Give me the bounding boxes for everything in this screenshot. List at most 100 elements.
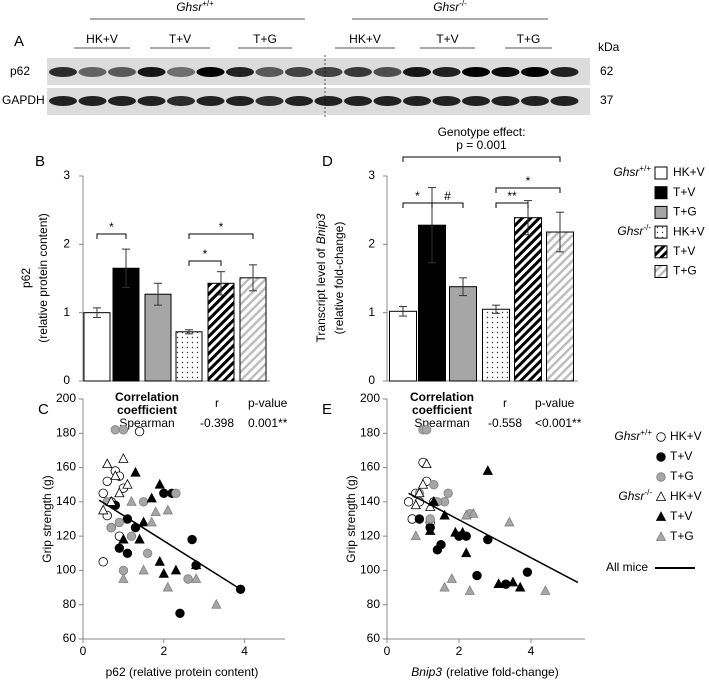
blot-band (137, 96, 166, 106)
point (150, 506, 161, 517)
annotation-text: p = 0.001 (456, 138, 507, 152)
legend-marker (655, 511, 667, 521)
legend-label: HK+V (670, 429, 702, 443)
point (146, 516, 157, 527)
legend-genotype: Ghsr+/+ (614, 428, 652, 444)
point (436, 540, 446, 550)
blot-band (491, 96, 520, 106)
group-label: HK+V (349, 32, 381, 46)
y-axis-label-part: Grip strength (g) (40, 475, 54, 562)
blot-band (167, 67, 195, 77)
legend-swatch (654, 186, 668, 200)
table-cell: -0.398 (200, 416, 234, 430)
blot-band (344, 67, 372, 77)
kda-label: 37 (600, 93, 614, 107)
y-tick-label: 180 (56, 425, 76, 439)
table-header: coefficient (117, 403, 177, 417)
blot-band (521, 67, 549, 77)
x-tick-label: 4 (528, 644, 535, 658)
trend-line (98, 499, 241, 590)
blot-band (137, 67, 166, 77)
point (410, 499, 421, 510)
point (158, 568, 169, 578)
bar (514, 217, 542, 382)
point (175, 608, 185, 618)
bar (175, 331, 203, 382)
table-header: Correlation (115, 390, 179, 404)
blot-band (255, 67, 284, 77)
point (493, 578, 504, 589)
legend-genotype: Ghsr-/- (618, 488, 652, 504)
blot-band (255, 96, 284, 106)
panel-label: D (322, 153, 333, 170)
legend-label: HK+V (673, 224, 705, 238)
y-tick-label: 140 (56, 494, 76, 508)
point (146, 492, 157, 503)
y-axis-label-part: p62 (19, 268, 33, 288)
x-axis-label-part: Bnip3 (411, 665, 442, 679)
point (507, 576, 519, 587)
point (450, 526, 461, 537)
point (410, 530, 421, 541)
genotype-sup: +/+ (640, 428, 652, 437)
point (190, 559, 202, 570)
point (171, 488, 181, 498)
legend-label: T+G (670, 529, 694, 543)
y-tick-label: 60 (367, 631, 381, 645)
point (446, 573, 457, 583)
y-axis-label: Grip strength (g) (40, 475, 54, 562)
blot-band (432, 67, 461, 77)
y-axis-label-part: (relative fold-change) (332, 222, 346, 335)
y-tick-label: 3 (63, 168, 70, 182)
point (126, 531, 137, 541)
legend-swatch (654, 205, 668, 219)
y-tick-label: 2 (63, 237, 70, 251)
blot-band (78, 67, 107, 77)
genotype-label: Ghsr-/- (433, 0, 467, 14)
point (159, 488, 169, 498)
y-axis-label: Grip strength (g) (344, 475, 358, 562)
blot-band (285, 96, 313, 106)
bar (239, 277, 267, 382)
y-axis-label: p62 (19, 268, 33, 288)
point (134, 426, 145, 437)
x-axis-label: p62 (relative protein content) (106, 665, 259, 679)
point (472, 570, 482, 581)
y-axis-label-part: (relative protein content) (36, 213, 50, 342)
point (126, 496, 137, 506)
genotype-label: Ghsr+/+ (176, 0, 214, 14)
point (211, 598, 222, 609)
group-label: T+G (253, 32, 277, 46)
blot-band (108, 67, 136, 77)
annotation-text: Genotype effect: (438, 125, 526, 139)
point (421, 458, 432, 469)
table-cell: Spearman (119, 416, 174, 430)
point (154, 478, 165, 489)
y-tick-label: 80 (63, 597, 77, 611)
table-column: r (215, 396, 219, 410)
y-tick-label: 2 (368, 237, 375, 251)
significance-bracket (495, 202, 529, 208)
x-tick-label: 0 (80, 644, 87, 658)
legend-marker (656, 452, 666, 462)
point (417, 478, 429, 489)
blot-band (462, 96, 490, 106)
blot-band (373, 67, 402, 77)
point (102, 458, 113, 469)
blot-band (78, 96, 107, 106)
table-cell: -0.558 (488, 416, 522, 430)
point (468, 508, 479, 518)
point (183, 574, 193, 584)
blot-band (196, 67, 225, 77)
point (98, 504, 109, 515)
group-label: T+G (517, 32, 541, 46)
gene-name: Ghsr (433, 0, 460, 14)
point (439, 509, 450, 520)
group-label: T+V (436, 32, 458, 46)
genotype-sup: +/+ (202, 0, 214, 8)
y-tick-label: 140 (360, 494, 380, 508)
significance-label: * (415, 189, 420, 203)
point (118, 533, 129, 544)
bar (83, 312, 111, 382)
significance-label: # (444, 189, 451, 203)
